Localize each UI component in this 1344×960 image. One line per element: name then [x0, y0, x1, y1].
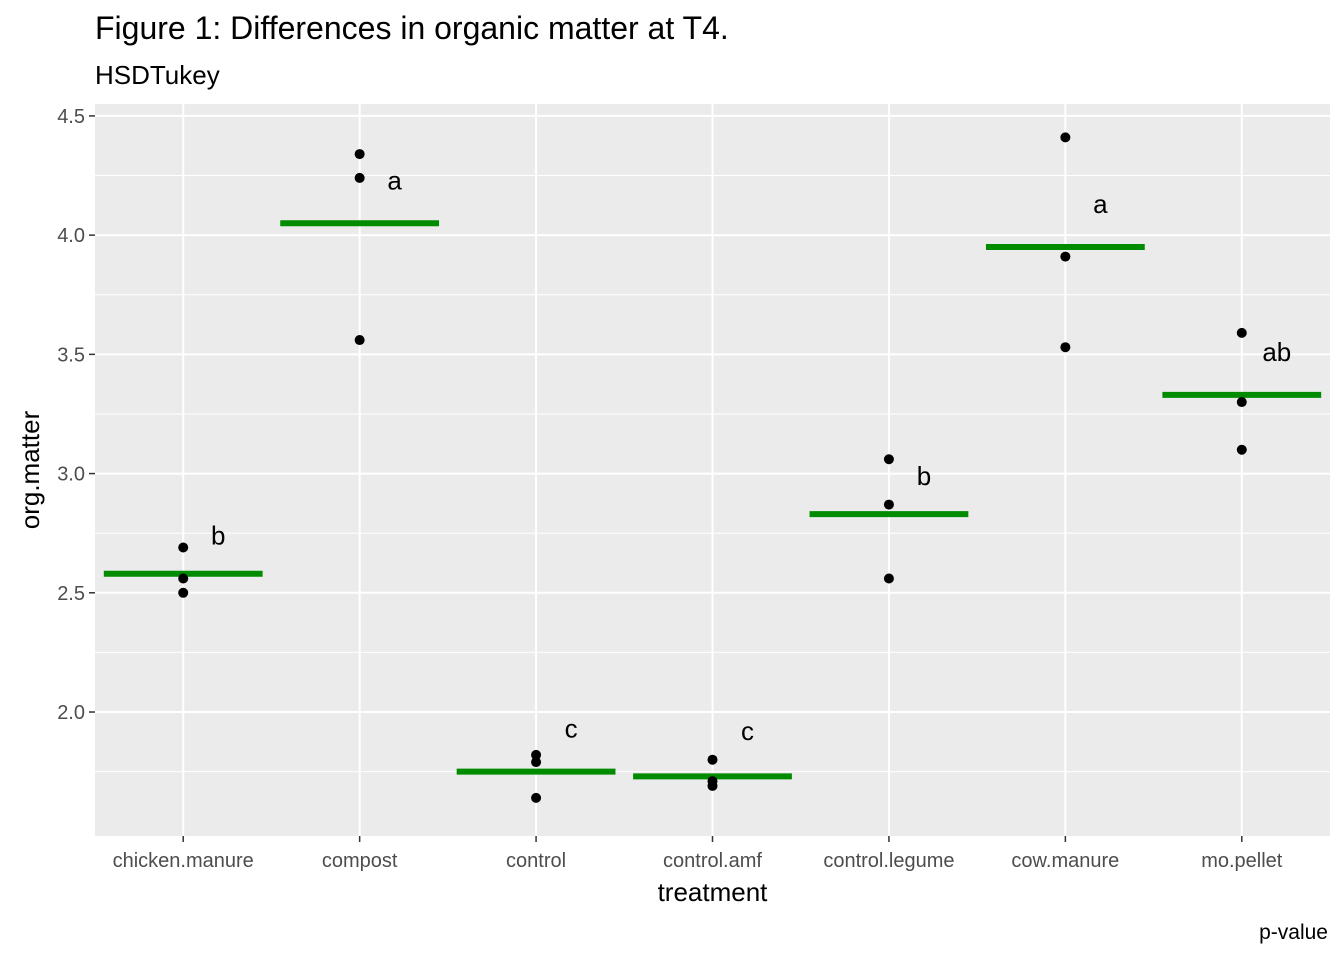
x-tick-label: chicken.manure [113, 850, 254, 872]
gridlines [95, 104, 1330, 836]
data-point [1236, 397, 1247, 408]
group-letter: c [565, 714, 578, 744]
y-tick-label: 4.0 [57, 225, 85, 247]
y-axis: 2.0 2.5 3.0 3.5 4.0 4.5 [57, 106, 95, 724]
data-point [1060, 342, 1071, 353]
data-point [883, 573, 894, 584]
data-point [178, 573, 189, 584]
data-point [707, 754, 718, 765]
group-letter: b [917, 461, 931, 491]
group-letter: ab [1262, 337, 1291, 367]
data-point [1236, 444, 1247, 455]
group-letter: a [1093, 189, 1108, 219]
x-tick-label: control.legume [823, 850, 954, 872]
x-tick-label: cow.manure [1011, 850, 1119, 872]
group-letter: a [387, 165, 402, 195]
group-letters: b a c c b a ab [211, 165, 1291, 746]
data-point [531, 749, 542, 760]
data-point [178, 587, 189, 598]
y-tick-label: 4.5 [57, 106, 85, 128]
data-point [531, 792, 542, 803]
data-point [707, 780, 718, 791]
data-point [354, 172, 365, 183]
data-point [178, 542, 189, 553]
chart-subtitle: HSDTukey [95, 60, 220, 90]
chart-title: Figure 1: Differences in organic matter … [95, 10, 729, 46]
chart-caption: p-value [1259, 921, 1328, 944]
x-tick-label: control [506, 850, 566, 872]
data-points [178, 132, 1247, 803]
x-axis: chicken.manure compost control control.amf c… [113, 836, 1283, 872]
group-letter: c [741, 716, 754, 746]
data-point [1060, 132, 1071, 143]
data-point [883, 454, 894, 465]
x-tick-label: mo.pellet [1201, 850, 1283, 872]
data-point [883, 499, 894, 510]
y-tick-label: 3.5 [57, 344, 85, 366]
y-tick-label: 3.0 [57, 464, 85, 486]
x-tick-label: control.amf [663, 850, 762, 872]
data-point [354, 335, 365, 346]
data-point [1060, 251, 1071, 262]
y-axis-title: org.matter [15, 410, 45, 529]
group-letter: b [211, 521, 225, 551]
x-axis-title: treatment [658, 877, 769, 907]
x-tick-label: compost [322, 850, 398, 872]
data-point [531, 757, 542, 768]
y-tick-label: 2.5 [57, 583, 85, 605]
data-point [1236, 327, 1247, 338]
data-point [354, 149, 365, 160]
y-tick-label: 2.0 [57, 702, 85, 724]
